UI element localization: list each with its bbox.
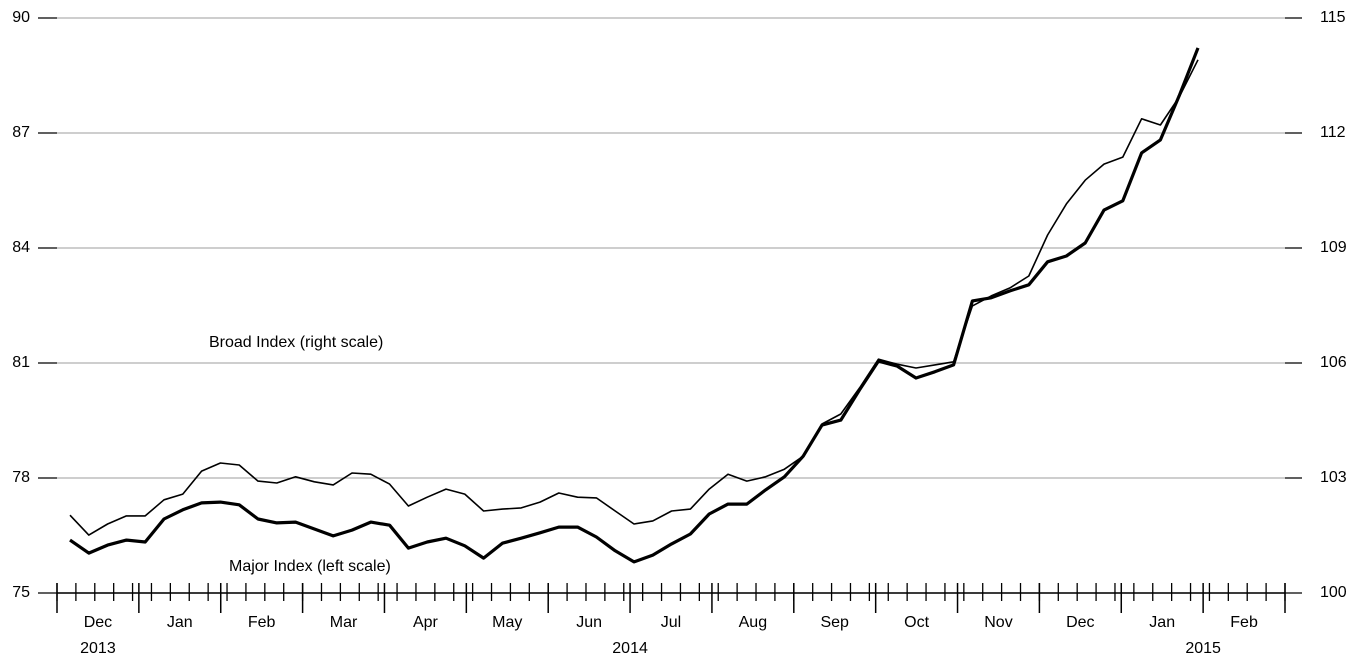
x-tick-label: Feb <box>1230 614 1258 631</box>
x-tick-label: Mar <box>330 614 358 631</box>
x-tick-label: Dec <box>1066 614 1094 631</box>
x-tick-label: Sep <box>820 614 849 631</box>
x-tick-label: Jun <box>576 614 602 631</box>
y2-tick-label: 112 <box>1320 124 1346 141</box>
y2-tick-label: 103 <box>1320 469 1347 486</box>
x-tick-label: Nov <box>984 614 1012 631</box>
x-tick-label: Jan <box>1149 614 1175 631</box>
y-tick-label: 75 <box>12 584 30 601</box>
series-line <box>69 47 1200 564</box>
series-line <box>69 59 1199 536</box>
x-tick-label: Aug <box>739 614 767 631</box>
y-tick-label: 87 <box>12 124 30 141</box>
y2-tick-label: 115 <box>1320 9 1346 26</box>
x-tick-label: Apr <box>413 614 439 631</box>
y-tick-label: 84 <box>12 239 30 256</box>
x-tick-label: Dec <box>84 614 112 631</box>
year-label: 2014 <box>612 640 648 657</box>
year-label: 2013 <box>80 640 116 657</box>
x-tick-label: Jan <box>167 614 193 631</box>
y2-tick-label: 100 <box>1320 584 1347 601</box>
x-tick-label: Feb <box>248 614 276 631</box>
x-tick-label: Oct <box>904 614 929 631</box>
y-tick-label: 78 <box>12 469 30 486</box>
year-label: 2015 <box>1185 640 1221 657</box>
x-tick-label: May <box>492 614 522 631</box>
y-tick-label: 81 <box>12 354 30 371</box>
y2-tick-label: 109 <box>1320 239 1347 256</box>
annotation: Broad Index (right scale) <box>209 334 383 351</box>
y2-tick-label: 106 <box>1320 354 1347 371</box>
y-tick-label: 90 <box>12 9 30 26</box>
x-tick-label: Jul <box>661 614 681 631</box>
annotation: Major Index (left scale) <box>229 558 391 575</box>
